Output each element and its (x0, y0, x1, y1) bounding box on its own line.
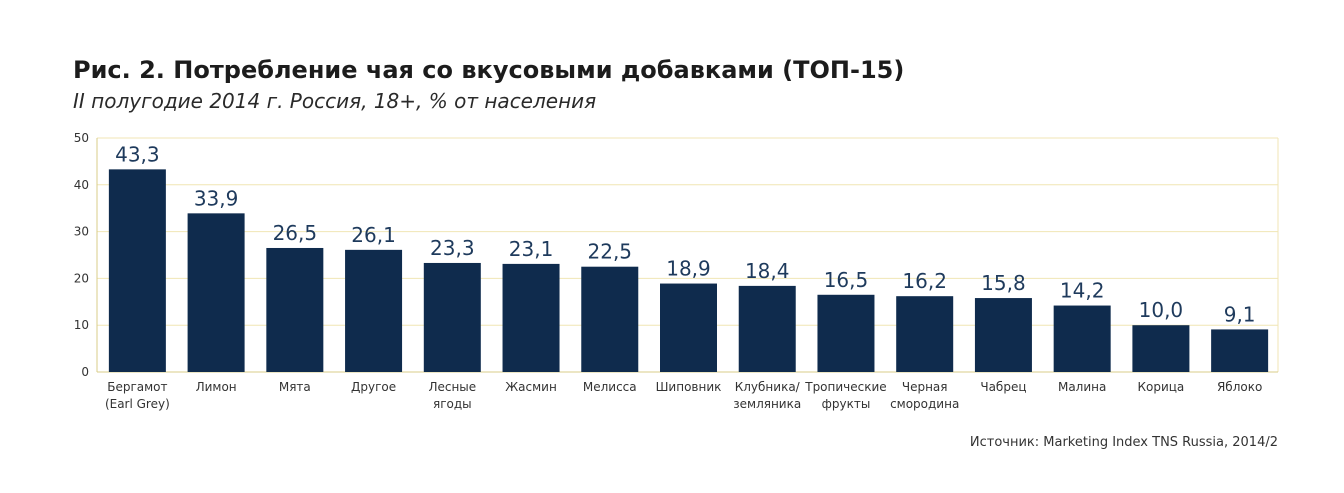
bar-11 (974, 298, 1032, 372)
source-note: Источник: Marketing Index TNS Russia, 20… (969, 435, 1278, 450)
category-label-13: Корица (1137, 380, 1184, 394)
value-label-7: 18,9 (666, 257, 711, 281)
category-label-10: Черная (902, 380, 948, 394)
category-label-9: Тропические (804, 380, 886, 394)
value-label-2: 26,5 (273, 221, 318, 245)
category-label-0: Бергамот (107, 380, 167, 394)
category-label-8: Клубника/ (735, 380, 801, 394)
value-label-3: 26,1 (351, 223, 396, 247)
value-label-6: 22,5 (588, 240, 633, 264)
value-label-0: 43,3 (115, 142, 160, 166)
value-label-14: 9,1 (1224, 302, 1256, 326)
chart-subtitle: II полугодие 2014 г. Россия, 18+, % от н… (73, 89, 597, 113)
value-label-8: 18,4 (745, 259, 790, 283)
category-label-10: смородина (890, 397, 959, 411)
value-label-9: 16,5 (824, 268, 869, 292)
category-label-3: Другое (351, 380, 396, 394)
category-label-6: Мелисса (583, 380, 637, 394)
category-label-12: Малина (1058, 380, 1106, 394)
bar-1 (187, 213, 245, 372)
y-tick-label: 20 (74, 271, 89, 285)
y-tick-label: 30 (74, 225, 89, 239)
y-tick-label: 50 (74, 131, 89, 145)
bar-4 (423, 262, 481, 372)
bar-12 (1053, 305, 1111, 372)
value-label-10: 16,2 (902, 269, 947, 293)
category-label-14: Яблоко (1217, 380, 1262, 394)
category-label-0: (Earl Grey) (105, 397, 170, 411)
y-tick-label: 10 (74, 318, 89, 332)
bar-7 (660, 283, 717, 372)
category-label-11: Чабрец (980, 380, 1026, 394)
y-tick-label: 40 (74, 178, 89, 192)
bars-layer (108, 169, 1269, 372)
value-label-12: 14,2 (1060, 279, 1105, 303)
bar-3 (345, 249, 403, 372)
bar-2 (266, 247, 324, 372)
category-label-8: земляника (733, 397, 801, 411)
bar-6 (581, 266, 639, 372)
bar-8 (738, 285, 796, 372)
category-label-4: Лесные (428, 380, 476, 394)
bar-13 (1132, 325, 1190, 372)
value-label-1: 33,9 (194, 186, 239, 210)
category-label-2: Мята (279, 380, 311, 394)
labels-layer: 0 10 20 30 40 50 43,3 Бергамот (Earl Grey) 33,9 Ли… (74, 131, 1263, 411)
y-tick-label: 0 (81, 365, 89, 379)
category-label-1: Лимон (196, 380, 237, 394)
category-label-9: фрукты (822, 397, 871, 411)
category-label-5: Жасмин (505, 380, 557, 394)
value-label-5: 23,1 (509, 237, 554, 261)
value-label-11: 15,8 (981, 271, 1026, 295)
bar-9 (817, 294, 875, 372)
chart-title: Рис. 2. Потребление чая со вкусовыми доб… (73, 56, 905, 84)
value-label-4: 23,3 (430, 236, 475, 260)
category-label-4: ягоды (433, 397, 472, 411)
category-label-7: Шиповник (656, 380, 722, 394)
value-label-13: 10,0 (1139, 298, 1184, 322)
bar-0 (108, 169, 166, 372)
bar-5 (502, 263, 560, 372)
bar-10 (896, 296, 954, 372)
bar-14 (1211, 329, 1269, 372)
